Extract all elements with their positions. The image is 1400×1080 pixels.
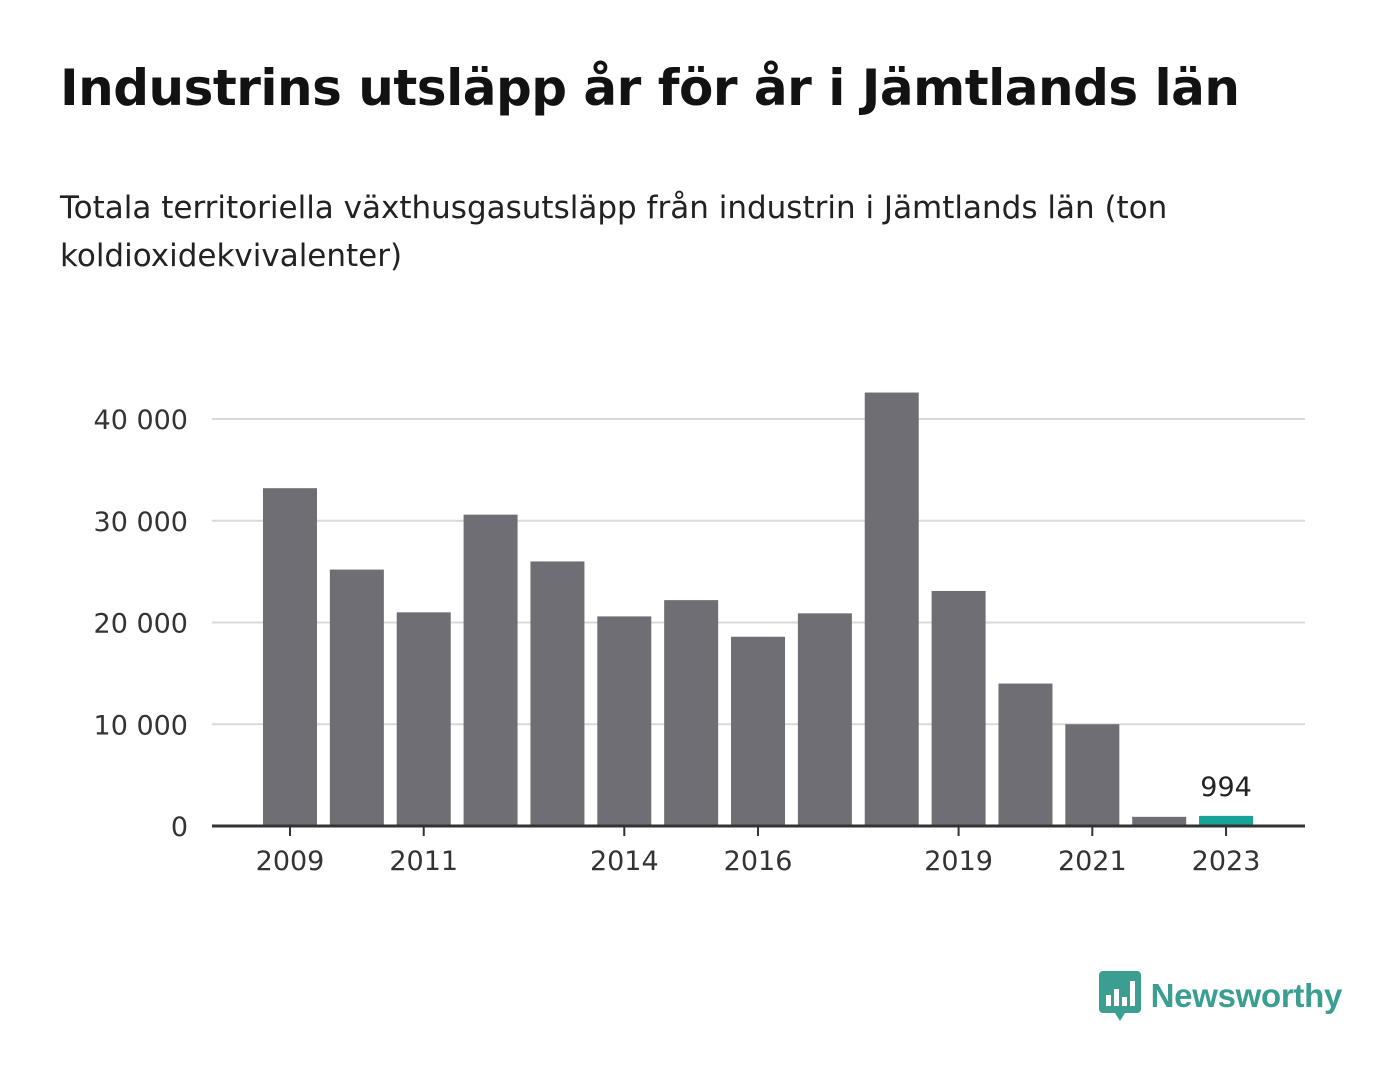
newsworthy-logo-icon — [1098, 971, 1141, 1021]
x-tick-label: 2023 — [1192, 846, 1261, 877]
y-tick-label: 20 000 — [94, 609, 188, 640]
bar-2022 — [1132, 816, 1187, 826]
bar-2013 — [530, 561, 585, 826]
bar-chart: 0 10 000 20 000 30 000 40 000 994 2009 2011 2014… — [94, 392, 1305, 877]
x-tick-label: 2021 — [1058, 846, 1127, 877]
brand-name: Newsworthy — [1150, 977, 1343, 1014]
x-tick-label: 2011 — [389, 846, 458, 877]
bar-2010 — [329, 569, 384, 826]
bar-2021 — [1065, 724, 1120, 826]
brand: Newsworthy — [1098, 968, 1343, 1024]
x-tick-label: 2009 — [256, 846, 325, 877]
bar-2011 — [396, 612, 451, 826]
bar-2023 — [1199, 815, 1254, 826]
bar-2019 — [931, 590, 986, 826]
bar-2015 — [664, 600, 719, 826]
bar-2016 — [731, 636, 786, 826]
data-label: 994 — [1200, 772, 1252, 803]
x-tick-label: 2014 — [590, 846, 659, 877]
chart-area: 0 10 000 20 000 30 000 40 000 994 2009 2011 2014… — [0, 330, 1400, 930]
bar-2012 — [463, 514, 518, 826]
y-tick-label: 0 — [171, 812, 188, 843]
y-tick-label: 10 000 — [94, 710, 188, 741]
bar-2014 — [597, 616, 652, 826]
bar-2018 — [864, 392, 919, 826]
bar-2009 — [263, 488, 317, 826]
bar-2017 — [797, 613, 852, 826]
x-tick-label: 2019 — [924, 846, 993, 877]
chart-subtitle: Totala territoriella växthusgasutsläpp f… — [60, 190, 1168, 274]
x-tick-label: 2016 — [724, 846, 793, 877]
chart-title: Industrins utsläpp år för år i Jämtlands… — [60, 59, 1240, 117]
y-tick-label: 40 000 — [94, 405, 188, 436]
bar-2020 — [998, 683, 1053, 826]
y-tick-label: 30 000 — [94, 507, 188, 538]
